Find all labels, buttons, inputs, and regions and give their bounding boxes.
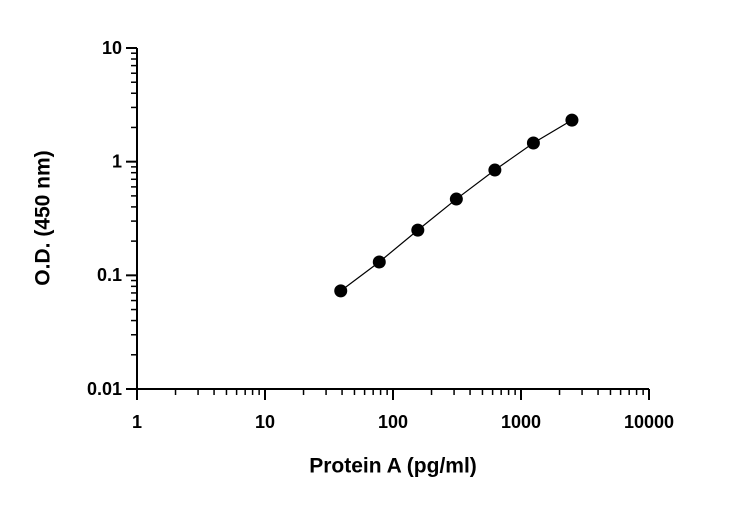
y-tick-label: 1 <box>112 151 122 171</box>
x-tick-label: 100 <box>378 412 408 432</box>
y-tick-label: 0.01 <box>87 379 122 399</box>
data-point <box>526 136 540 150</box>
y-axis-title: O.D. (450 nm) <box>32 150 55 285</box>
y-tick-label: 10 <box>102 38 122 58</box>
x-tick-label: 10 <box>255 412 275 432</box>
y-tick-label: 0.1 <box>97 265 122 285</box>
x-tick-label: 10000 <box>624 412 674 432</box>
data-point <box>565 113 579 127</box>
x-tick-label: 1000 <box>501 412 541 432</box>
data-point <box>449 192 463 206</box>
x-tick-label: 1 <box>132 412 142 432</box>
data-point <box>372 255 386 269</box>
data-point <box>488 163 502 177</box>
data-point <box>334 284 348 298</box>
x-axis-title: Protein A (pg/ml) <box>309 455 477 478</box>
data-point <box>411 223 425 237</box>
